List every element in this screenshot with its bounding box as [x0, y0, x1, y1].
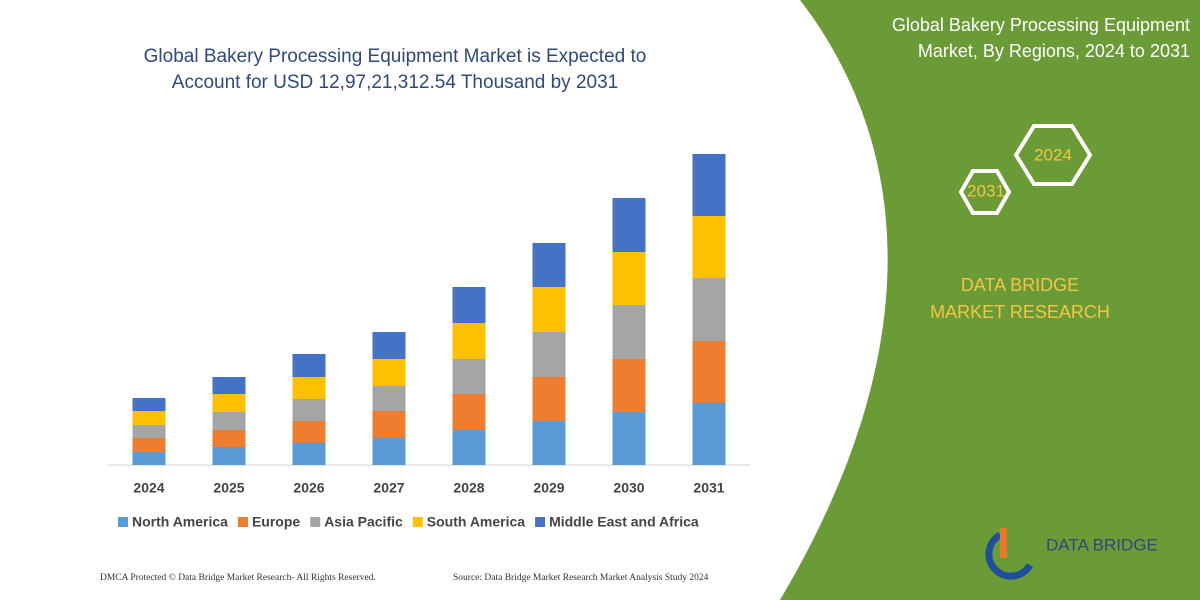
x-tick-label: 2025	[213, 480, 244, 496]
legend-label: Asia Pacific	[324, 514, 403, 530]
bar-segment	[612, 305, 646, 359]
bar-segment	[452, 430, 486, 465]
bar-segment	[612, 252, 646, 305]
bar-segment	[532, 377, 566, 421]
bar-segment	[372, 438, 406, 465]
bar-segment	[132, 452, 166, 465]
bar-segment	[132, 398, 166, 411]
bar-segment	[532, 332, 566, 377]
x-tick-label: 2024	[133, 480, 164, 496]
bar-segment	[292, 377, 326, 399]
footer-right: Source: Data Bridge Market Research Mark…	[453, 573, 709, 583]
bar-segment	[212, 377, 246, 394]
x-tick-label: 2027	[373, 480, 404, 496]
bar-segment	[692, 154, 726, 216]
legend-swatch	[118, 517, 128, 527]
x-tick-label: 2029	[533, 480, 564, 496]
legend-swatch	[535, 517, 546, 527]
bar-segment	[132, 411, 166, 425]
legend-swatch	[412, 517, 423, 527]
x-tick-label: 2030	[613, 480, 644, 496]
bar-segment	[692, 341, 726, 403]
bar-segment	[452, 323, 486, 359]
bar-segment	[372, 411, 406, 438]
legend-label: North America	[132, 514, 228, 530]
bar-segment	[292, 354, 326, 377]
bar-segment	[132, 438, 166, 452]
bar-segment	[212, 412, 246, 430]
chart-title: Global Bakery Processing Equipment Marke…	[143, 46, 647, 93]
bar-segment	[532, 421, 566, 465]
bar-segment	[292, 443, 326, 465]
bar-segment	[372, 386, 406, 411]
hexagon	[1013, 124, 1093, 186]
legend-label: South America	[427, 514, 525, 530]
bar-segment	[692, 216, 726, 278]
logo-mark	[1000, 528, 1007, 558]
bar-segment	[212, 447, 246, 465]
footer-left: DMCA Protected © Data Bridge Market Rese…	[100, 572, 376, 583]
bar-segment	[212, 394, 246, 412]
hexagon-label: 2031	[967, 181, 1005, 200]
bar-segment	[532, 287, 566, 332]
bar-segment	[452, 359, 486, 394]
hexagon-label: 2024	[1034, 145, 1072, 164]
bar-segment	[612, 198, 646, 252]
bar-segment	[692, 278, 726, 341]
brand: DATA BRIDGE MARKET RESEARCH	[930, 275, 1110, 322]
bar-segment	[132, 425, 166, 438]
bar-segment	[532, 243, 566, 287]
legend-swatch	[237, 517, 248, 527]
hexagon	[958, 169, 1012, 215]
bar-segment	[612, 412, 646, 465]
bar-segment	[452, 287, 486, 323]
bar-segment	[452, 394, 486, 430]
x-tick-label: 2028	[453, 480, 484, 496]
legend-swatch	[310, 517, 321, 527]
bar-segment	[292, 421, 326, 443]
bar-segment	[372, 332, 406, 359]
legend-label: Middle East and Africa	[549, 514, 699, 530]
bar-segment	[372, 359, 406, 386]
x-tick-label: 2026	[293, 480, 324, 496]
logo-mark	[985, 531, 1034, 580]
bar-segment	[612, 359, 646, 412]
x-tick-label: 2031	[693, 480, 724, 496]
bar-segment	[212, 430, 246, 447]
panel-title: Global Bakery Processing Equipment Marke…	[891, 15, 1190, 61]
legend-label: Europe	[252, 514, 300, 530]
bar-segment	[692, 403, 726, 465]
bar-segment	[292, 399, 326, 421]
logo-text: DATA BRIDGE	[1046, 535, 1158, 554]
panel-background	[780, 0, 1200, 600]
